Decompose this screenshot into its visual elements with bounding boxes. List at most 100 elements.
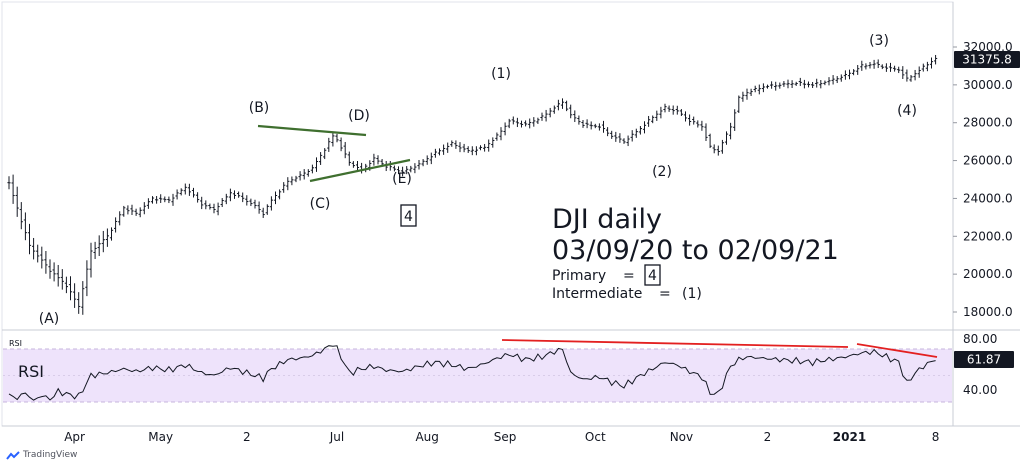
legend-primary-box — [644, 264, 661, 286]
price-bar — [27, 223, 32, 255]
price-bar — [696, 120, 700, 128]
price-bar — [138, 207, 142, 218]
price-bar — [856, 65, 860, 75]
time-axis: Apr May 2 Jul Aug Sep Oct Nov 2 2021 8 — [64, 430, 939, 444]
price-bar — [216, 202, 220, 216]
price-bar — [421, 159, 425, 167]
price-bar — [413, 163, 417, 174]
price-bar — [716, 145, 720, 156]
price-bar — [118, 211, 122, 226]
price-bar — [802, 79, 806, 89]
time-tick-label: 2 — [764, 430, 772, 444]
price-bar — [474, 146, 478, 156]
price-bar — [548, 107, 552, 118]
price-bar — [667, 105, 671, 112]
price-bar — [310, 164, 314, 174]
wave-label-1: (1) — [491, 66, 511, 82]
rsi-line — [8, 345, 936, 401]
price-bar — [852, 69, 856, 76]
price-bar — [934, 54, 938, 65]
price-bar — [319, 152, 323, 165]
wave-label-d: (D) — [348, 108, 370, 124]
price-bar — [770, 81, 774, 89]
price-bar — [585, 119, 589, 129]
price-bar — [560, 98, 565, 109]
price-bar — [159, 194, 163, 203]
chart-subtitle: 03/09/20 to 02/09/21 — [552, 235, 839, 266]
price-bar — [528, 118, 532, 129]
wave-label-2: (2) — [652, 164, 672, 180]
price-bar — [913, 69, 917, 81]
price-bar — [208, 203, 212, 210]
price-bar — [405, 166, 409, 175]
price-bar — [200, 196, 204, 210]
price-bar — [638, 125, 642, 135]
triangle-upper-trendline — [257, 124, 367, 137]
price-bar — [249, 198, 253, 207]
price-bar — [507, 118, 511, 129]
price-bar — [860, 60, 864, 71]
price-bar — [409, 165, 413, 173]
price-bar — [745, 88, 749, 100]
price-bar — [101, 230, 105, 253]
price-bar — [265, 204, 269, 215]
price-bar — [622, 138, 626, 144]
price-bar — [679, 109, 683, 117]
price-bar — [683, 111, 688, 122]
rsi-tick-40: 40.00 — [963, 383, 997, 397]
price-bar — [569, 104, 573, 119]
price-bar — [437, 148, 442, 156]
price-bar — [278, 189, 282, 200]
rsi-tick-80: 80.00 — [963, 332, 997, 346]
rsi-label: RSI — [18, 362, 44, 381]
price-bar — [122, 205, 126, 217]
price-bar — [823, 80, 827, 86]
price-bar — [712, 144, 716, 154]
price-tick-label: 22000.0 — [963, 229, 1013, 243]
price-bar — [417, 159, 421, 170]
time-tick-label: 2 — [243, 430, 251, 444]
price-bar — [269, 196, 273, 211]
price-bar — [519, 120, 524, 128]
price-bar — [183, 183, 187, 195]
price-bar — [905, 69, 909, 82]
rsi-divergence-line-1 — [501, 339, 849, 348]
price-bar — [253, 199, 257, 209]
price-bar — [81, 281, 85, 315]
price-bar — [815, 78, 819, 88]
rsi-value-text: 61.87 — [967, 353, 1001, 367]
price-bar — [335, 133, 339, 143]
price-bar — [925, 61, 929, 72]
price-bar — [704, 123, 708, 142]
price-bar — [478, 145, 483, 151]
price-bar — [921, 63, 925, 72]
price-bar — [191, 187, 196, 198]
triangle-lower-trendline — [309, 158, 411, 183]
price-bar — [868, 61, 872, 69]
price-bar — [171, 193, 175, 206]
price-bar — [442, 144, 446, 155]
price-bar — [688, 114, 692, 126]
price-bar — [32, 237, 36, 260]
price-bar — [503, 122, 507, 136]
price-bar — [286, 177, 290, 191]
price-bar — [544, 109, 548, 122]
price-bar — [798, 77, 802, 87]
price-bar — [392, 165, 396, 172]
price-bar — [499, 127, 503, 141]
price-bar — [708, 133, 712, 149]
price-bar — [282, 182, 286, 193]
price-bar — [314, 157, 319, 172]
price-bar — [85, 260, 89, 297]
price-bar — [347, 151, 351, 166]
price-bar — [220, 198, 224, 208]
last-price-badge — [954, 51, 1020, 68]
wave-label-3: (3) — [869, 33, 889, 49]
price-bar — [626, 135, 630, 147]
price-bar — [339, 137, 343, 152]
time-tick-label: 8 — [932, 430, 940, 444]
price-bar — [7, 176, 11, 190]
price-bar — [167, 196, 171, 204]
wave-label-b: (B) — [249, 100, 270, 116]
